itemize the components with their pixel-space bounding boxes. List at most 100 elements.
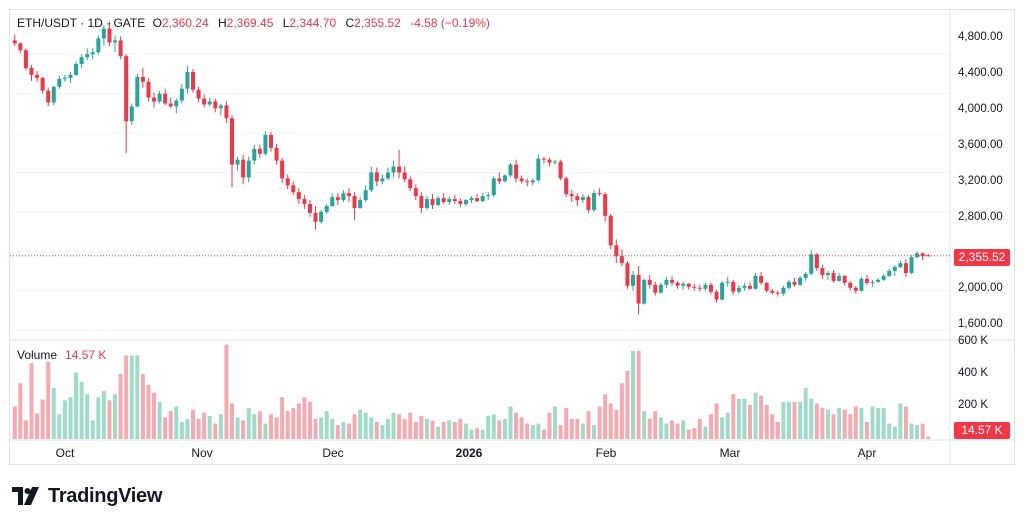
candle-body: [280, 160, 285, 179]
volume-bar: [625, 370, 630, 439]
candle-body: [12, 40, 17, 44]
candle-body: [74, 64, 79, 75]
candle-body: [101, 28, 106, 39]
volume-bar: [319, 417, 324, 439]
volume-bar: [502, 418, 507, 439]
volume-bar: [74, 372, 79, 439]
volume-bar: [419, 415, 424, 439]
volume-bar: [146, 384, 151, 439]
candle-body: [241, 159, 246, 178]
volume-bar: [781, 401, 786, 439]
volume-bar: [241, 420, 246, 439]
candle-body: [541, 158, 546, 160]
candle-body: [341, 193, 346, 201]
candle-body: [592, 193, 597, 210]
volume-tick: 600 K: [958, 335, 989, 347]
candle-body: [619, 256, 624, 264]
candle-body: [558, 161, 563, 179]
candle-body: [291, 185, 296, 193]
candle-body: [603, 194, 608, 216]
volume-bar: [129, 355, 134, 439]
candle-body: [268, 135, 273, 148]
volume-bar: [213, 423, 218, 439]
volume-bar: [653, 411, 658, 439]
chart-frame[interactable]: [9, 9, 1015, 465]
time-tick: Nov: [191, 446, 213, 460]
volume-bar: [57, 414, 62, 439]
high-label: H: [217, 16, 227, 30]
candle-body: [274, 147, 279, 161]
volume-bar: [380, 425, 385, 439]
candle-body: [107, 28, 112, 43]
volume-bar: [920, 423, 925, 439]
candle-body: [85, 54, 90, 58]
candle-body: [185, 71, 190, 89]
time-tick: 2026: [455, 446, 483, 460]
volume-bar: [280, 397, 285, 439]
volume-bar: [631, 350, 636, 439]
candle-body: [497, 178, 502, 182]
candle-body: [346, 193, 351, 197]
volume-bar: [825, 409, 830, 439]
volume-bar: [107, 400, 112, 439]
high-value: 2,369.45: [226, 16, 274, 30]
candle-body: [753, 275, 758, 289]
candle-body: [246, 160, 251, 178]
volume-bar: [385, 418, 390, 439]
candle-body: [146, 81, 151, 98]
candle-body: [363, 190, 368, 201]
candle-body: [152, 97, 157, 102]
volume-bar: [564, 408, 569, 439]
volume-bar: [35, 413, 40, 439]
price-tick: 4,800.00: [958, 31, 1003, 43]
candle-body: [675, 282, 680, 286]
volume-bar: [135, 355, 140, 439]
volume-bar: [915, 425, 920, 439]
volume-bar: [374, 421, 379, 439]
tradingview-logo[interactable]: TradingView: [12, 484, 162, 508]
volume-bar: [681, 420, 686, 439]
volume-bar: [842, 409, 847, 439]
volume-bar: [614, 409, 619, 439]
candle-body: [475, 198, 480, 202]
volume-bar: [887, 423, 892, 439]
candle-body: [575, 196, 580, 201]
candle-body: [876, 279, 881, 282]
volume-bar: [179, 421, 184, 439]
candle-body: [703, 284, 708, 289]
candle-body: [174, 100, 179, 107]
volume-bar: [207, 415, 212, 439]
volume-bar: [218, 414, 223, 439]
volume-bar: [40, 399, 45, 439]
low-value: 2,344.70: [289, 16, 337, 30]
volume-bar: [352, 414, 357, 439]
volume-bar: [664, 423, 669, 439]
candle-body: [714, 291, 719, 300]
volume-bar: [469, 429, 474, 439]
low-label: L: [282, 16, 290, 30]
price-tick: 3,600.00: [958, 139, 1003, 151]
candle-body: [536, 158, 541, 181]
candle-body: [653, 284, 658, 293]
volume-bar: [853, 406, 858, 439]
candle-body: [547, 159, 552, 163]
volume-bar: [152, 392, 157, 439]
volume-bar: [324, 411, 329, 439]
volume-bar: [764, 404, 769, 439]
candle-body: [168, 103, 173, 107]
candle-body: [708, 284, 714, 292]
candle-body: [597, 193, 602, 195]
candle-body: [736, 287, 741, 292]
candle-body: [664, 279, 669, 285]
price-tick: 4,000.00: [958, 103, 1003, 115]
candle-body: [352, 196, 357, 208]
volume-bar: [747, 404, 752, 439]
ohlc-legend: ETH/USDT · 1D · GATE O2,360.24 H2,369.45…: [17, 16, 496, 30]
candle-body: [792, 281, 797, 285]
tradingview-wordmark: TradingView: [48, 484, 163, 507]
chart-canvas[interactable]: [0, 0, 1024, 470]
candle-body: [770, 290, 775, 293]
volume-label[interactable]: Volume: [17, 348, 58, 362]
candle-body: [296, 192, 301, 200]
symbol-label[interactable]: ETH/USDT · 1D · GATE: [17, 16, 146, 30]
